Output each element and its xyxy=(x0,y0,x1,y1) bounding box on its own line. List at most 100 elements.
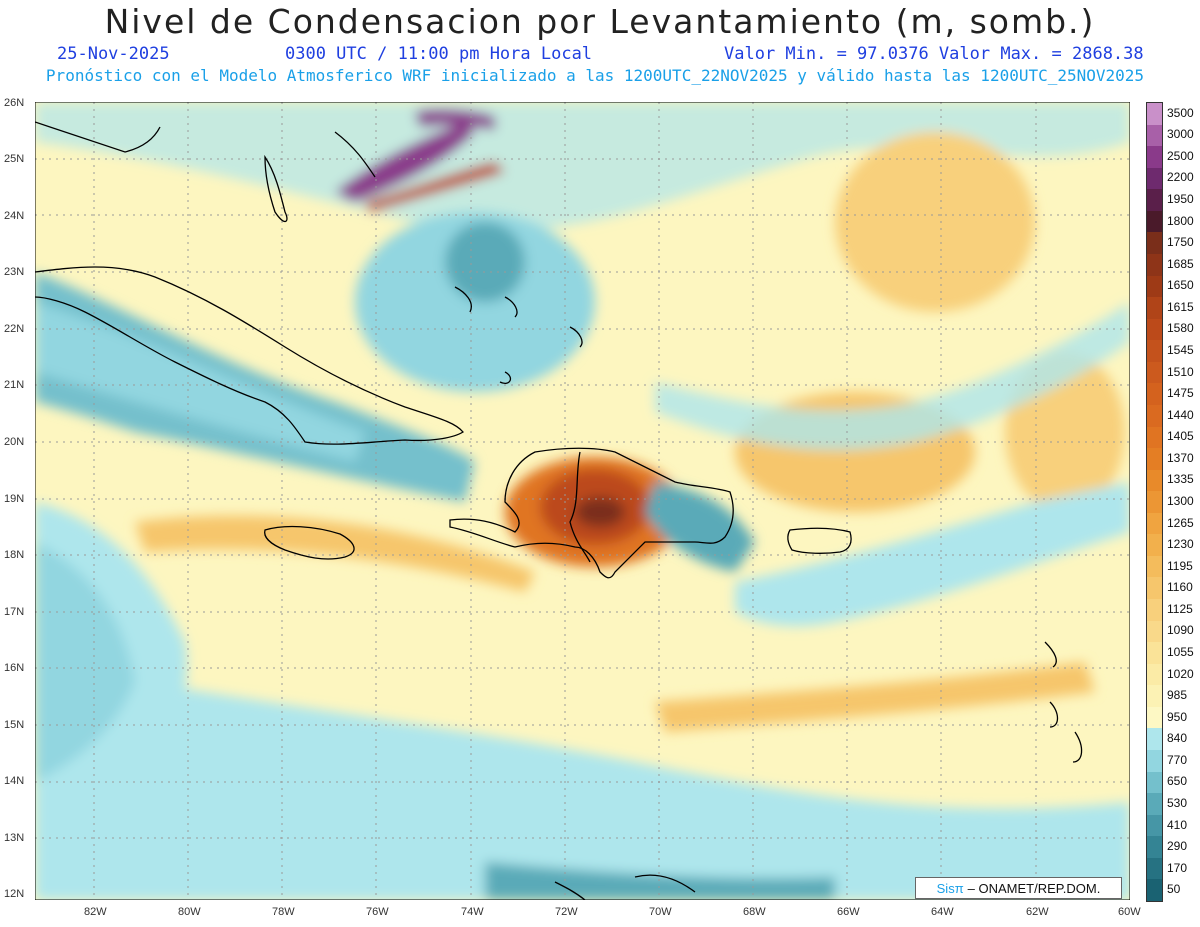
jamaica-outline xyxy=(264,525,355,560)
colorbar-segment xyxy=(1147,836,1162,859)
colorbar-segment xyxy=(1147,361,1162,384)
colorbar-label: 985 xyxy=(1167,688,1188,703)
lat-tick: 26N xyxy=(4,97,25,109)
colorbar-segment xyxy=(1147,404,1162,427)
colorbar-segment xyxy=(1147,232,1162,255)
colorbar-segment xyxy=(1147,297,1162,320)
colorbar-label: 1510 xyxy=(1167,364,1194,379)
lat-tick: 16N xyxy=(4,662,25,674)
colorbar-segment xyxy=(1147,146,1162,169)
colorbar-segment xyxy=(1147,685,1162,708)
colorbar-segment xyxy=(1147,879,1162,902)
lat-tick: 17N xyxy=(4,606,25,618)
model-subtitle: Pronóstico con el Modelo Atmosferico WRF… xyxy=(45,66,1145,85)
colorbar-label: 1950 xyxy=(1167,192,1194,207)
colorbar-segment xyxy=(1147,189,1162,212)
colorbar-segment xyxy=(1147,124,1162,147)
colorbar-label: 950 xyxy=(1167,709,1188,724)
colorbar-segment xyxy=(1147,512,1162,535)
colorbar-segment xyxy=(1147,103,1162,126)
colorbar-label: 650 xyxy=(1167,774,1188,789)
lon-tick: 74W xyxy=(461,906,484,918)
lon-tick: 72W xyxy=(555,906,578,918)
map-title: Nivel de Condensacion por Levantamiento … xyxy=(104,2,1096,41)
bahamas-islands xyxy=(454,286,583,384)
credit-text: – ONAMET/REP.DOM. xyxy=(967,880,1101,896)
colorbar-label: 290 xyxy=(1167,839,1188,854)
lon-tick: 70W xyxy=(649,906,672,918)
colorbar-label: 2200 xyxy=(1167,170,1194,185)
colorbar-segment xyxy=(1147,253,1162,277)
time-label: 0300 UTC / 11:00 pm Hora Local xyxy=(285,44,593,64)
lat-lon-grid xyxy=(35,102,1130,900)
colorbar-segment xyxy=(1147,620,1162,643)
colorbar-label: 1545 xyxy=(1167,343,1194,358)
lon-tick: 60W xyxy=(1118,906,1141,918)
haiti-dr-border xyxy=(569,451,591,563)
lat-tick: 13N xyxy=(4,832,25,844)
lon-tick: 82W xyxy=(84,906,107,918)
colorbar-segment xyxy=(1147,340,1162,363)
lon-tick: 68W xyxy=(743,906,766,918)
colorbar-segment xyxy=(1147,599,1162,622)
colorbar-label: 1090 xyxy=(1167,623,1194,638)
colorbar-segment xyxy=(1147,663,1162,686)
lat-tick: 19N xyxy=(4,493,25,505)
lon-tick: 66W xyxy=(837,906,860,918)
lat-tick: 25N xyxy=(4,153,25,165)
lat-tick: 14N xyxy=(4,775,25,787)
colorbar-segment xyxy=(1147,577,1162,600)
puerto-rico-outline xyxy=(787,527,852,554)
lon-tick: 62W xyxy=(1026,906,1049,918)
colorbar-label: 1615 xyxy=(1167,299,1194,314)
coastlines xyxy=(35,121,1083,900)
colorbar-segment xyxy=(1147,642,1162,665)
colorbar-label: 1750 xyxy=(1167,235,1194,250)
lat-tick: 20N xyxy=(4,436,25,448)
colorbar-segment xyxy=(1147,275,1162,298)
bahamas-eleuthera xyxy=(334,131,376,178)
colorbar-segment xyxy=(1147,728,1162,751)
colorbar-label: 1440 xyxy=(1167,407,1194,422)
lcl-field xyxy=(35,102,1130,900)
lcl-map xyxy=(35,102,1130,900)
colorbar-label: 1685 xyxy=(1167,256,1194,271)
lon-tick: 80W xyxy=(178,906,201,918)
colorbar-label: 1300 xyxy=(1167,494,1194,508)
colorbar-label: 1580 xyxy=(1167,321,1194,336)
colorbar-segment xyxy=(1147,814,1162,837)
date-label: 25-Nov-2025 xyxy=(57,44,170,64)
colorbar-label: 2500 xyxy=(1167,148,1194,163)
colorbar-segment xyxy=(1147,534,1162,557)
lat-tick: 18N xyxy=(4,549,25,561)
sispi-logo: Sisπ xyxy=(936,880,964,896)
lat-tick: 21N xyxy=(4,379,25,391)
colorbar-label: 530 xyxy=(1167,795,1188,810)
lat-tick: 22N xyxy=(4,323,25,335)
florida-outline xyxy=(35,121,161,153)
lon-tick: 64W xyxy=(931,906,954,918)
colorbar-segment xyxy=(1147,318,1162,341)
colorbar-label: 1370 xyxy=(1167,450,1194,465)
cuba-outline xyxy=(35,266,464,445)
colorbar-label: 1265 xyxy=(1167,515,1194,530)
min-max-label: Valor Min. = 97.0376 Valor Max. = 2868.3… xyxy=(724,44,1144,64)
colorbar-label: 1650 xyxy=(1167,278,1194,293)
bahamas-andros xyxy=(264,154,288,223)
colorbar-label: 3500 xyxy=(1167,105,1194,120)
colorbar-segment xyxy=(1147,491,1162,514)
colorbar-segment xyxy=(1147,857,1162,880)
colorbar-label: 840 xyxy=(1167,731,1188,746)
colorbar-segment xyxy=(1147,706,1162,729)
lat-tick: 23N xyxy=(4,266,25,278)
colorbar-label: 1335 xyxy=(1167,472,1194,487)
lat-tick: 15N xyxy=(4,719,25,731)
lon-tick: 78W xyxy=(272,906,295,918)
colorbar-label: 770 xyxy=(1167,752,1188,767)
colorbar-label: 3000 xyxy=(1167,127,1194,142)
colorbar-segment xyxy=(1147,383,1162,406)
colorbar-label: 1475 xyxy=(1167,386,1194,401)
colorbar-label: 1195 xyxy=(1167,558,1193,573)
credit-box: Sisπ – ONAMET/REP.DOM. xyxy=(915,877,1122,899)
colorbar-segment xyxy=(1147,771,1162,794)
